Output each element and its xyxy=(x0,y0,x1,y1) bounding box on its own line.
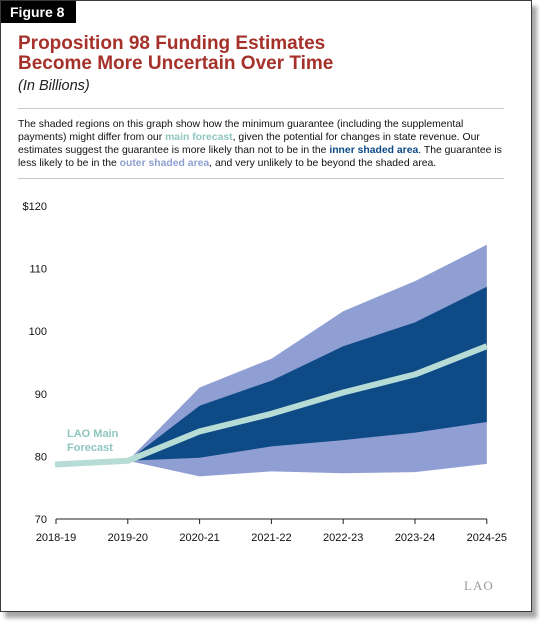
chart-title-line-1: Proposition 98 Funding Estimates xyxy=(18,33,326,54)
lines-layer xyxy=(54,343,488,468)
y-tick-label: 110 xyxy=(29,264,47,276)
chart-title-line-2: Become More Uncertain Over Time xyxy=(18,53,334,74)
x-tick-label: 2020-21 xyxy=(179,532,219,544)
bands-layer xyxy=(127,244,487,477)
main-forecast-annotation-line-1: LAO Main xyxy=(67,428,119,440)
main-forecast-line xyxy=(54,343,488,468)
x-tick-label: 2018-19 xyxy=(36,532,76,544)
inner-shaded-band xyxy=(127,286,487,461)
divider-top xyxy=(18,108,504,109)
x-tick-label: 2024-25 xyxy=(467,532,507,544)
x-tick-label: 2021-22 xyxy=(251,532,291,544)
description-part-2: , given the potential for changes in sta… xyxy=(18,132,480,156)
x-tick-label: 2022-23 xyxy=(323,532,363,544)
description-outer-area: outer shaded area xyxy=(119,158,210,169)
y-tick-label: $120 xyxy=(23,201,47,213)
description-part-4: , and very unlikely to be beyond the sha… xyxy=(209,158,437,169)
y-tick-label: 70 xyxy=(35,514,47,526)
y-tick-label: 80 xyxy=(35,451,47,463)
description-main-forecast: main forecast xyxy=(165,132,233,143)
labels-layer: 2018-19 2019-20 2020-21 2021-22 2022-23 2023-… xyxy=(23,201,507,544)
y-tick-label: 90 xyxy=(35,389,47,401)
chart-title: Proposition 98 Funding Estimates Become … xyxy=(18,34,508,74)
x-tick-label: 2023-24 xyxy=(395,532,435,544)
description-part-3: . The guarantee is less likely to be in … xyxy=(18,145,502,169)
description-inner-area: inner shaded area xyxy=(329,145,419,156)
lao-logo: LAO xyxy=(464,578,494,593)
main-forecast-annotation-line-2: Forecast xyxy=(67,442,113,454)
axes-layer xyxy=(55,518,488,524)
figure-label: Figure 8 xyxy=(1,1,77,23)
description-part-1: The shaded regions on this graph show ho… xyxy=(18,119,464,143)
divider-bottom xyxy=(18,178,504,179)
chart-description: The shaded regions on this graph show ho… xyxy=(18,118,513,170)
x-tick-label: 2019-20 xyxy=(108,532,148,544)
y-tick-label: 100 xyxy=(29,326,47,338)
chart-subtitle: (In Billions) xyxy=(18,78,90,94)
